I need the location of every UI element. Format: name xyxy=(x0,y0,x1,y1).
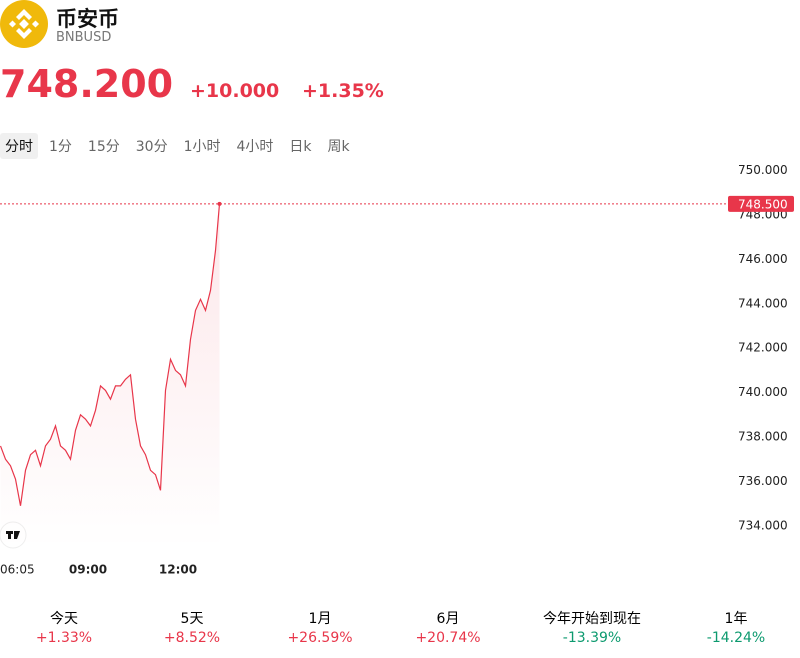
period-label: 5天 xyxy=(180,611,204,627)
tab[interactable]: 4小时 xyxy=(236,139,274,155)
y-tick-label: 738.000 xyxy=(738,429,788,443)
y-tick-label: 750.000 xyxy=(738,163,788,177)
price: 748.200 xyxy=(0,62,174,106)
tab[interactable]: 15分 xyxy=(87,139,120,155)
period-change: -13.39% xyxy=(562,630,622,646)
tab[interactable]: 日k xyxy=(289,139,312,155)
asset-symbol: BNBUSD xyxy=(56,30,112,45)
current-price-badge xyxy=(728,195,794,212)
period[interactable]: 5天 +8.52% xyxy=(128,610,256,648)
y-tick-label: 746.000 xyxy=(738,252,788,266)
y-tick-label: 742.000 xyxy=(738,341,788,355)
x-tick-label: 09:00 xyxy=(69,563,107,577)
tab[interactable]: 1分 xyxy=(49,139,72,155)
period-change: +20.74% xyxy=(415,630,481,646)
period-label: 今天 xyxy=(50,611,78,627)
period[interactable]: 6月 +20.74% xyxy=(384,610,512,648)
last-point xyxy=(217,201,222,206)
period-label: 6月 xyxy=(436,611,460,627)
period-change: -14.24% xyxy=(706,630,766,646)
period-label: 1月 xyxy=(308,611,332,627)
tabs: 分时 1分 15分 30分 1小时 4小时 日k 周k xyxy=(0,133,355,159)
period[interactable]: 1月 +26.59% xyxy=(256,610,384,648)
x-tick-label: 12:00 xyxy=(159,563,197,577)
period-change: +8.52% xyxy=(163,630,221,646)
y-tick-label: 734.000 xyxy=(738,518,788,532)
x-tick-label: 06:05 xyxy=(0,563,35,577)
price-change-pct: +1.35% xyxy=(302,80,384,102)
asset-name: 币安币 xyxy=(56,7,119,31)
period[interactable]: 今年开始到现在 -13.39% xyxy=(512,610,672,648)
period[interactable]: 1年 -14.24% xyxy=(672,610,800,648)
period-change: +26.59% xyxy=(287,630,353,646)
tab[interactable]: 分时 xyxy=(0,133,38,159)
area-fill xyxy=(0,203,220,549)
chart: 734.000 736.000 738.000 740.000 742.000 744.0… xyxy=(0,163,794,577)
y-tick-label: 740.000 xyxy=(738,385,788,399)
logo xyxy=(0,0,48,48)
current-price-label: 748.500 xyxy=(738,197,788,211)
period-change: +1.33% xyxy=(35,630,93,646)
period-label: 1年 xyxy=(724,611,748,627)
tab[interactable]: 30分 xyxy=(135,139,168,155)
price-line xyxy=(0,203,221,506)
periods: 今天 +1.33% 5天 +8.52% 1月 +26.59% 6月 +20.74% 今年开始到现… xyxy=(0,610,800,648)
y-tick-label: 736.000 xyxy=(738,474,788,488)
y-tick-label: 744.000 xyxy=(738,296,788,310)
price-change: +10.000 xyxy=(190,80,280,102)
tab[interactable]: 周k xyxy=(327,139,350,155)
period-label: 今年开始到现在 xyxy=(543,611,641,627)
tab[interactable]: 1小时 xyxy=(183,139,221,155)
period[interactable]: 今天 +1.33% xyxy=(0,610,128,648)
